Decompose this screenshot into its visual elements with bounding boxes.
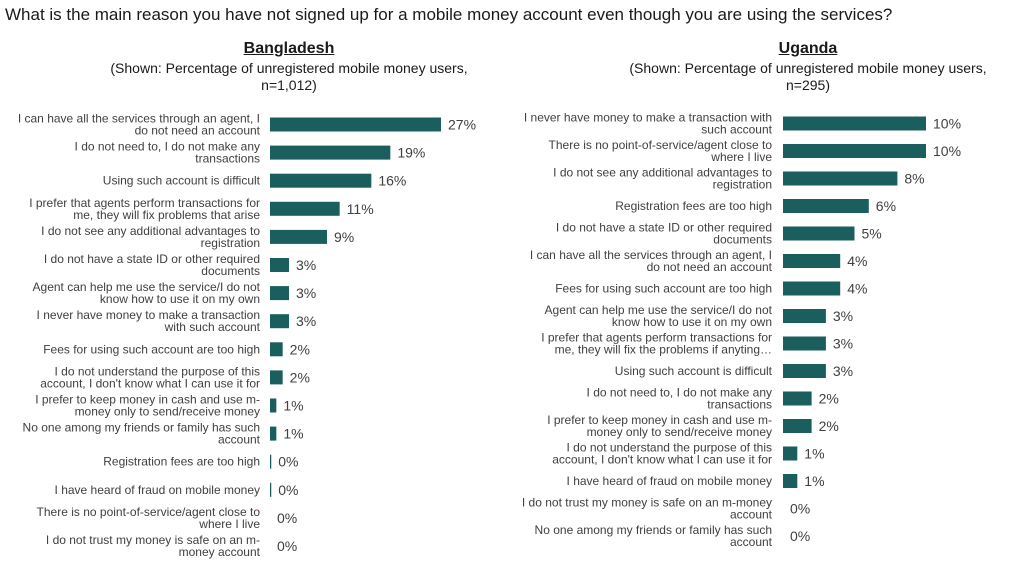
bangladesh-value-label: 3% [296,257,316,273]
bangladesh-bar [270,286,289,301]
bangladesh-category-label: I do not trust my money is safe on an m-… [46,533,261,559]
uganda-category-label: Agent can help me use the service/I do n… [545,303,773,329]
uganda-value-label: 4% [847,253,867,269]
bangladesh-category-label: I do not understand the purpose of this a… [40,364,260,390]
uganda-category-label: Using such account is difficult [615,364,773,378]
bangladesh-category-label: I prefer to keep money in cash and use m… [35,393,260,419]
uganda-category-label: I do not trust my money is safe on an m-… [522,496,773,522]
bangladesh-value-label: 0% [278,482,298,498]
bangladesh-value-label: 2% [290,369,310,385]
bangladesh-category-label: I do not see any additional advantages t… [41,224,260,250]
bangladesh-category-label: I can have all the services through an a… [18,112,261,138]
bangladesh-category-label: I prefer that agents perform transaction… [29,196,260,222]
uganda-value-label: 0% [790,501,810,517]
uganda-bar [783,116,926,131]
bangladesh-bar [270,314,289,329]
uganda-category-label: I do not have a state ID or other requir… [556,221,772,247]
uganda-value-label: 2% [819,418,839,434]
uganda-bar [783,336,826,351]
bangladesh-value-label: 27% [448,117,476,133]
uganda-value-label: 6% [876,198,896,214]
bangladesh-category-label: Using such account is difficult [103,174,261,188]
bangladesh-bar [270,370,283,385]
bangladesh-bar [270,229,327,244]
uganda-category-label: I do not need to, I do not make any trans… [587,386,772,412]
uganda-category-label: I do not understand the purpose of this a… [552,441,772,467]
uganda-bar [783,199,869,213]
bangladesh-bar [270,482,272,497]
uganda-value-label: 10% [933,143,961,159]
bangladesh-bar [270,117,441,132]
bangladesh-value-label: 3% [296,285,316,301]
bangladesh-bar [270,398,277,413]
bangladesh-value-label: 0% [277,510,297,526]
uganda-value-label: 0% [790,528,810,544]
bangladesh-category-label: Fees for using such account are too high [43,342,260,356]
uganda-panel-subtitle: (Shown: Percentage of unregistered mobil… [629,60,987,93]
uganda-bar [783,474,798,488]
uganda-category-label: No one among my friends or family has su… [535,523,773,549]
uganda-bar [783,144,926,158]
bangladesh-category-label: Agent can help me use the service/I do n… [33,280,261,306]
uganda-bar [783,419,812,433]
bangladesh-category-label: I never have money to make a transaction… [37,308,261,334]
bangladesh-category-label: There is no point-of-service/agent close… [37,505,261,531]
main-title: What is the main reason you have not sig… [5,5,893,24]
uganda-value-label: 4% [847,281,867,297]
uganda-bar [783,364,826,378]
uganda-bar [783,171,898,186]
uganda-bar [783,446,798,461]
bangladesh-value-label: 0% [278,454,298,470]
uganda-bar [783,281,841,296]
bangladesh-category-label: Registration fees are too high [103,455,260,469]
bangladesh-panel-subtitle: (Shown: Percentage of unregistered mobil… [110,60,468,93]
uganda-category-label: Fees for using such account are too high [555,282,772,296]
bangladesh-category-label: I have heard of fraud on mobile money [55,483,260,497]
bangladesh-value-label: 19% [397,145,425,161]
bangladesh-category-label: I do not need to, I do not make any trans… [75,140,260,166]
bangladesh-value-label: 0% [277,538,297,554]
bangladesh-value-label: 3% [296,313,316,329]
uganda-bar [783,254,841,268]
bangladesh-category-label: No one among my friends or family has su… [23,421,261,447]
uganda-value-label: 10% [933,116,961,132]
bangladesh-bar [270,426,277,441]
uganda-panel-title: Uganda [778,40,838,57]
bangladesh-bar [270,173,372,188]
uganda-category-label: There is no point-of-service/agent close… [549,138,773,164]
uganda-value-label: 1% [804,446,824,462]
bangladesh-value-label: 1% [283,398,303,414]
bangladesh-bar [270,454,272,469]
uganda-value-label: 8% [904,171,924,187]
uganda-bar [783,391,812,406]
uganda-value-label: 3% [833,308,853,324]
uganda-category-label: I can have all the services through an a… [530,248,773,274]
bangladesh-bar [270,258,289,272]
uganda-category-label: I never have money to make a transaction… [524,111,773,137]
uganda-value-label: 3% [833,363,853,379]
bangladesh-bar [270,342,283,357]
bangladesh-bar [270,145,391,160]
bangladesh-value-label: 1% [283,426,303,442]
uganda-category-label: I do not see any additional advantages t… [553,166,772,192]
bangladesh-value-label: 16% [378,173,406,189]
uganda-category-label: I prefer to keep money in cash and use m… [547,413,772,439]
uganda-category-label: I have heard of fraud on mobile money [567,474,772,488]
bangladesh-value-label: 11% [347,201,374,217]
bangladesh-value-label: 9% [334,229,354,245]
bangladesh-bar [270,201,340,216]
uganda-value-label: 5% [862,226,882,242]
uganda-bar [783,309,826,323]
bangladesh-category-label: I do not have a state ID or other requir… [44,252,260,278]
uganda-category-label: Registration fees are too high [615,199,772,213]
bangladesh-value-label: 2% [290,341,310,357]
uganda-value-label: 1% [804,473,824,489]
uganda-value-label: 2% [819,391,839,407]
bangladesh-panel-title: Bangladesh [243,40,335,57]
uganda-bar [783,226,855,241]
uganda-category-label: I prefer that agents perform transaction… [541,331,772,357]
uganda-value-label: 3% [833,336,853,352]
